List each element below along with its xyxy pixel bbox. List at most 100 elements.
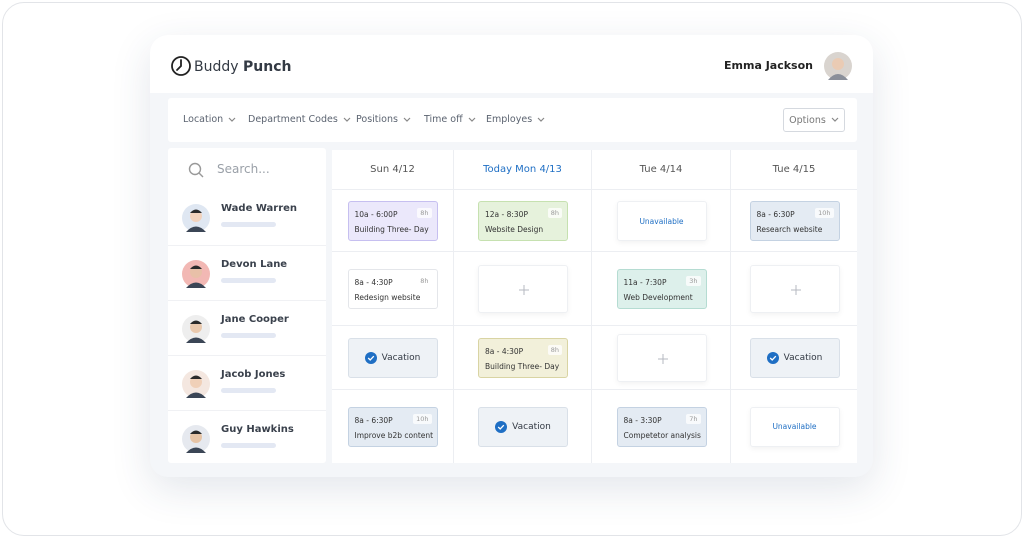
options-label: Options [789, 114, 826, 126]
employee-name: Jacob Jones [221, 369, 286, 380]
add-shift-button[interactable] [616, 334, 707, 382]
day-header: Today Mon 4/13 [453, 150, 591, 190]
vacation-card[interactable]: Vacation [749, 338, 840, 378]
shift-card[interactable]: 11a - 7:30P 3h Web Development [616, 269, 707, 309]
schedule-cell [591, 326, 730, 390]
schedule-cell: 8a - 4:30P 8h Building Three- Day [453, 326, 591, 390]
placeholder-bar [221, 388, 276, 393]
shift-card[interactable]: 8a - 4:30P 8h Building Three- Day [478, 338, 568, 378]
plus-icon [519, 285, 529, 295]
filter-dropdown[interactable]: Time off [424, 114, 476, 125]
shift-card[interactable]: 10a - 6:00P 8h Building Three- Day [347, 201, 438, 241]
shift-hours: 8h [417, 276, 432, 286]
filter-dropdown[interactable]: Employes [486, 114, 545, 125]
schedule-cell: Vacation [332, 326, 453, 390]
employee-panel: Search... Wade Warren Devon Lane Jane Coope… [168, 148, 326, 463]
user-name[interactable]: Emma Jackson [724, 59, 813, 72]
shift-task: Competetor analysis [623, 430, 701, 440]
shift-task: Improve b2b content [354, 430, 434, 440]
employee-row[interactable]: Devon Lane [168, 245, 326, 300]
shift-hours: 3h [686, 276, 701, 286]
search-box[interactable]: Search... [168, 148, 326, 190]
shift-card[interactable]: 8a - 6:30P 10h Research website [749, 201, 840, 241]
filter-dropdown[interactable]: Positions [356, 114, 411, 125]
chevron [228, 117, 236, 122]
add-shift-button[interactable] [749, 265, 840, 313]
shift-task: Redesign website [354, 293, 421, 302]
top-bar: Buddy Punch Emma Jackson [150, 35, 873, 93]
shift-task: Research website [756, 225, 823, 234]
employee-avatar [182, 370, 210, 398]
filter-label: Location [183, 114, 224, 125]
filter-dropdown[interactable]: Department Codes [248, 114, 351, 125]
shift-time: 8a - 6:30P [354, 415, 393, 425]
shift-task: Web Development [623, 293, 693, 302]
placeholder-bar [221, 278, 276, 283]
filter-label: Positions [356, 114, 398, 125]
schedule-cell: Vacation [453, 390, 591, 463]
shift-time: 10a - 6:00P [354, 210, 398, 219]
shift-card[interactable]: 8a - 6:30P 10h Improve b2b content [347, 406, 438, 447]
vacation-card[interactable]: Vacation [347, 338, 438, 378]
filter-bar: Location Department Codes Positions Time of… [168, 98, 857, 142]
day-header: Tue 4/15 [730, 150, 857, 190]
search-icon [188, 162, 204, 178]
vacation-label: Vacation [783, 353, 823, 363]
shift-time: 8a - 3:30P [623, 415, 662, 425]
shift-task: Building Three- Day [354, 225, 429, 234]
shift-hours: 10h [815, 208, 834, 218]
shift-hours: 8h [547, 208, 562, 218]
plus-icon [657, 354, 668, 364]
shift-card[interactable]: 8a - 4:30P 8h Redesign website [347, 269, 438, 309]
employee-row[interactable]: Jacob Jones [168, 355, 326, 410]
check-icon [364, 352, 377, 364]
check-icon [495, 420, 508, 433]
shift-time: 8a - 4:30P [354, 278, 393, 287]
schedule-cell [453, 252, 591, 326]
options-button[interactable]: Options [783, 108, 845, 132]
employee-avatar [182, 260, 210, 288]
filter-label: Department Codes [248, 114, 338, 125]
employee-row[interactable]: Wade Warren [168, 190, 326, 245]
shift-task: Website Design [485, 225, 544, 234]
employee-row[interactable]: Jane Cooper [168, 300, 326, 355]
vacation-card[interactable]: Vacation [478, 406, 568, 447]
employee-avatar [182, 425, 210, 453]
plus-icon [790, 285, 801, 295]
vacation-label: Vacation [381, 353, 421, 363]
shift-hours: 10h [413, 413, 432, 424]
check-icon [766, 352, 779, 364]
vacation-label: Vacation [512, 421, 551, 432]
filter-label: Employes [486, 114, 533, 125]
placeholder-bar [221, 222, 276, 227]
add-shift-button[interactable] [478, 265, 568, 313]
day-header: Sun 4/12 [332, 150, 453, 190]
shift-task: Building Three- Day [485, 362, 560, 371]
user-avatar[interactable] [824, 52, 852, 80]
schedule-cell: 11a - 7:30P 3h Web Development [591, 252, 730, 326]
app-card: Buddy Punch Emma Jackson Location Departm… [150, 35, 873, 477]
chevron [343, 117, 351, 122]
schedule-cell: 10a - 6:00P 8h Building Three- Day [332, 190, 453, 252]
shift-card[interactable]: 8a - 3:30P 7h Competetor analysis [616, 406, 707, 447]
shift-card[interactable]: 12a - 8:30P 8h Website Design [478, 201, 568, 241]
chevron [831, 117, 839, 122]
unavailable-card[interactable]: Unavailable [749, 406, 840, 447]
filter-dropdown[interactable]: Location [183, 114, 236, 125]
employee-row[interactable]: Guy Hawkins [168, 410, 326, 465]
chevron [537, 117, 545, 122]
brand-light: Buddy [194, 59, 239, 75]
shift-time: 12a - 8:30P [485, 210, 528, 219]
unavailable-card[interactable]: Unavailable [616, 201, 707, 241]
chevron [403, 117, 411, 122]
search-placeholder: Search... [217, 162, 270, 176]
schedule-cell: 8a - 6:30P 10h Improve b2b content [332, 390, 453, 463]
employee-name: Wade Warren [221, 203, 298, 214]
schedule-cell: 8a - 6:30P 10h Research website [730, 190, 857, 252]
schedule-cell: Unavailable [730, 390, 857, 463]
shift-hours: 8h [417, 208, 432, 218]
employee-name: Guy Hawkins [221, 424, 294, 435]
brand-bold: Punch [243, 59, 292, 75]
